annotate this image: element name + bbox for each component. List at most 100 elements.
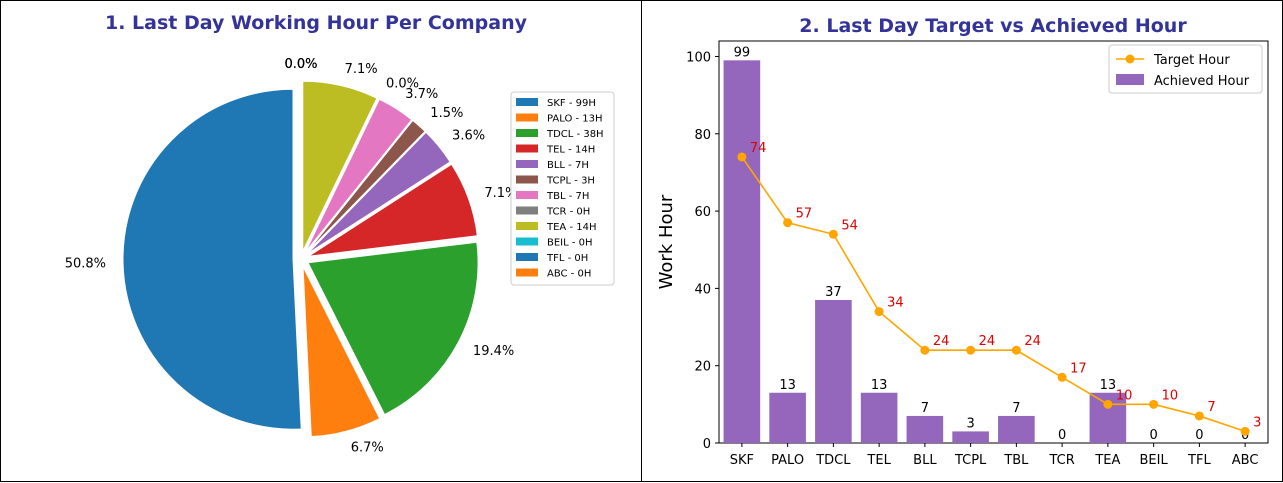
y-axis-label: Work Hour [656, 194, 677, 289]
target-value-label: 54 [841, 218, 858, 233]
target-value-label: 10 [1116, 388, 1133, 403]
pie-label-abc: 0.0% [284, 57, 317, 72]
bar-value-label: 0 [1058, 428, 1066, 443]
pie-chart: 1. Last Day Working Hour Per Company 50.… [65, 12, 615, 456]
pie-label-bll: 3.6% [452, 129, 485, 144]
pie-legend-frame [510, 91, 615, 286]
bar-value-label: 13 [1100, 378, 1117, 393]
target-line: 74 57 54 34 24 24 24 17 10 10 7 3 [737, 141, 1261, 436]
target-point [1057, 372, 1067, 382]
pie-slice-tbl [304, 98, 413, 253]
pie-label-tcr: 0.0% [386, 77, 419, 92]
pie-legend-entry: TBL - 7H [546, 191, 589, 202]
x-tick-label: TEL [866, 453, 891, 468]
target-value-label: 24 [933, 334, 950, 349]
target-value-label: 34 [887, 296, 904, 311]
pie-slice-skf [122, 88, 302, 430]
x-tick-label: BEIL [1140, 453, 1169, 468]
bar-palo [769, 392, 806, 443]
pie-percent-labels: 50.8%6.7%19.4%7.1%3.6%1.5%3.7%0.0%7.1%0.… [65, 57, 518, 456]
pie-slices [122, 80, 479, 438]
target-point [966, 345, 976, 355]
pie-legend-swatch [516, 129, 538, 137]
pie-legend-entry: TCPL - 3H [546, 176, 595, 187]
target-point [1011, 345, 1021, 355]
target-value-label: 3 [1253, 415, 1261, 430]
x-tick-label: TCPL [954, 453, 987, 468]
pie-legend-entry: SKF - 99H [547, 98, 596, 109]
pie-legend-swatch [516, 98, 538, 106]
x-tick-label: TFL [1187, 453, 1211, 468]
bar-chart: 2. Last Day Target vs Achieved Hour 0 20 4… [656, 15, 1269, 468]
y-tick-label: 20 [694, 360, 711, 375]
pie-label-tcpl: 1.5% [430, 106, 463, 121]
y-tick-label: 0 [703, 437, 711, 452]
x-tick-label: TDCL [815, 453, 851, 468]
target-point [737, 152, 747, 162]
target-value-label: 17 [1070, 361, 1087, 376]
plot-frame [718, 40, 1269, 444]
pie-legend-entry: ABC - 0H [547, 269, 591, 280]
pie-label-palo: 6.7% [351, 441, 384, 456]
legend-entry-achieved: Achieved Hour [1154, 74, 1250, 89]
pie-label-beil: 0.0% [284, 57, 317, 72]
x-tick-label: TBL [1003, 453, 1029, 468]
target-point [920, 345, 930, 355]
target-value-label: 57 [796, 207, 813, 222]
target-point [1103, 399, 1113, 409]
bar-value-label: 0 [1149, 428, 1157, 443]
y-tick-label: 80 [694, 128, 711, 143]
x-tick-label: ABC [1232, 453, 1259, 468]
bar-legend-frame [1108, 44, 1263, 94]
pie-slice-bll [306, 131, 451, 255]
pie-legend-entry: BEIL - 0H [547, 238, 593, 249]
bar-chart-title: 2. Last Day Target vs Achieved Hour [799, 15, 1187, 37]
target-value-label: 74 [750, 141, 767, 156]
pie-legend: SKF - 99H PALO - 13H TDCL - 38H TEL - 14H BL… [510, 91, 615, 286]
pie-legend-swatch [516, 222, 538, 230]
bar-value-label: 13 [779, 378, 796, 393]
pie-label-tea: 7.1% [345, 62, 378, 77]
target-value-label: 24 [979, 334, 996, 349]
target-value-label: 10 [1162, 388, 1179, 403]
pie-legend-swatch [516, 175, 538, 184]
bar-tbl [998, 415, 1035, 443]
pie-legend-swatch [516, 253, 538, 261]
x-tick-label: TEA [1094, 453, 1120, 468]
pie-chart-panel: 1. Last Day Working Hour Per Company 50.… [0, 0, 642, 482]
pie-legend-swatch [516, 268, 538, 277]
bar-bll [906, 415, 944, 443]
pie-label-tbl: 3.7% [405, 87, 438, 102]
target-point [828, 229, 838, 239]
target-point [1149, 399, 1159, 409]
target-point [1194, 411, 1204, 421]
pie-slice-tcpl [305, 119, 426, 254]
pie-slice-palo [302, 266, 381, 438]
pie-legend-swatch [516, 206, 538, 215]
bar-chart-panel: 2. Last Day Target vs Achieved Hour 0 20 4… [641, 0, 1283, 482]
legend-entry-target: Target Hour [1153, 53, 1230, 68]
bar-skf [723, 60, 761, 443]
x-tick-label: SKF [730, 453, 754, 468]
pie-legend-entry: PALO - 13H [547, 114, 603, 125]
pie-legend-swatch [516, 144, 538, 153]
target-value-label: 7 [1207, 400, 1215, 415]
x-tick-label: TCR [1048, 453, 1074, 468]
y-tick-label: 100 [686, 50, 711, 65]
bar-value-label: 37 [825, 285, 842, 300]
achieved-bars: 99133713737013000 [723, 45, 1249, 443]
pie-legend-swatch [516, 237, 538, 246]
y-tick-label: 40 [694, 282, 711, 297]
target-point [1240, 426, 1250, 436]
pie-legend-entry: TEA - 14H [546, 222, 596, 233]
target-point [783, 218, 793, 228]
target-line-path [741, 156, 1246, 433]
bar-value-label: 99 [734, 45, 751, 60]
pie-label-tel: 7.1% [484, 186, 517, 201]
pie-label-tdcl: 19.4% [473, 344, 514, 359]
y-tick-label: 60 [694, 205, 711, 220]
bar-legend: Target Hour Achieved Hour [1108, 44, 1263, 94]
pie-legend-swatch [516, 113, 538, 122]
pie-slice-tdcl [307, 241, 479, 416]
